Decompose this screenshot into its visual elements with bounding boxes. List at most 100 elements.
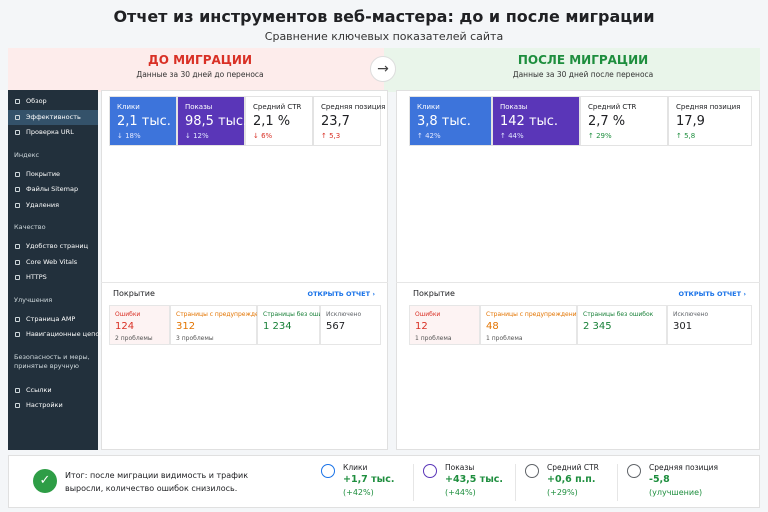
coverage-value: 124 <box>115 321 135 332</box>
metric-label: Средняя позиция <box>676 103 741 111</box>
panel <box>396 90 760 450</box>
subtitle: Сравнение ключевых показателей сайта <box>264 30 504 43</box>
metric-card: Средний CTR 2,1 % ↓ 6% <box>245 96 313 146</box>
sidebar-icon <box>15 387 20 393</box>
sidebar-section: Индекс <box>14 150 40 159</box>
summary-icon <box>627 464 641 478</box>
metric-card: Средняя позиция 23,7 ↑ 5,3 <box>313 96 385 146</box>
sidebar-icon <box>15 187 20 192</box>
sidebar: Обзор Эффективность Проверка URL Индекс Покр… <box>8 90 111 450</box>
coverage-link[interactable]: ОТКРЫТЬ ОТЧЕТ › <box>307 290 375 298</box>
coverage-label: Страницы без ошибок <box>583 311 654 318</box>
metric-label: Показы <box>500 103 528 111</box>
metric-label: Клики <box>117 103 140 111</box>
separator <box>617 464 618 501</box>
metric-label: Средний CTR <box>253 103 302 111</box>
sidebar-item: HTTPS <box>26 273 47 281</box>
sidebar-section: Качество <box>14 223 46 231</box>
coverage-label: Страницы с предупреждениями <box>486 311 589 318</box>
metric-change: ↑ 42% <box>417 132 441 140</box>
coverage-cell: Ошибки 12 1 проблема <box>409 305 480 345</box>
summary-text: Итог: после миграции видимость и трафик … <box>65 471 249 493</box>
coverage-label: Исключено <box>326 311 362 318</box>
divider <box>396 282 760 283</box>
divider <box>101 282 388 283</box>
separator <box>413 464 414 501</box>
metric-value: 2,1 тыс. <box>117 114 171 129</box>
metric-change: ↑ 5,3 <box>321 132 341 140</box>
summary-change: (улучшение) <box>649 488 703 497</box>
metric-value: 17,9 <box>676 114 705 129</box>
summary-change: (+42%) <box>343 488 374 497</box>
metric-card: Показы 98,5 тыс. ↓ 12% <box>177 96 247 146</box>
sidebar-item: Core Web Vitals <box>26 257 78 266</box>
coverage-label: Ошибки <box>115 311 141 318</box>
metric-change: ↓ 6% <box>253 132 273 140</box>
coverage-value: 312 <box>176 321 196 332</box>
sidebar-icon <box>15 202 20 208</box>
metric-label: Показы <box>185 103 213 111</box>
coverage-value: 48 <box>486 321 499 332</box>
coverage-cell: Страницы с предупреждениями 48 1 проблема <box>480 305 589 345</box>
sidebar-item: Файлы Sitemap <box>26 185 79 193</box>
metric-card: Клики 3,8 тыс. ↑ 42% <box>409 96 492 146</box>
summary-value: +1,7 тыс. <box>343 474 395 485</box>
summary-label: Клики <box>343 463 368 472</box>
metric-card: Клики 2,1 тыс. ↓ 18% <box>109 96 177 146</box>
sidebar-icon <box>15 244 20 249</box>
sidebar-item: Покрытие <box>26 169 61 178</box>
coverage-value: 301 <box>673 321 693 332</box>
sidebar-icon <box>15 332 20 337</box>
metric-value: 2,7 % <box>588 114 626 129</box>
banner-before <box>8 48 384 92</box>
sidebar-item: Удобство страниц <box>26 242 89 250</box>
sidebar-section: Улучшения <box>14 295 53 304</box>
sidebar-icon <box>15 130 20 135</box>
summary-label: Показы <box>445 463 475 472</box>
coverage-value: 567 <box>326 321 346 332</box>
coverage-cell: Страницы без ошибок 2 345 <box>577 305 667 345</box>
metric-change: ↓ 18% <box>117 132 141 140</box>
sidebar-item: Обзор <box>26 97 47 105</box>
sidebar-item: Настройки <box>26 401 63 409</box>
heading-note: Данные за 30 дней после переноса <box>512 70 654 79</box>
summary-icon <box>423 464 437 478</box>
heading: ДО МИГРАЦИИ <box>148 53 252 67</box>
summary-label: Средний CTR <box>547 463 599 472</box>
metric-change: ↑ 5,8 <box>676 132 696 140</box>
sidebar-item: Страница AMP <box>26 314 76 323</box>
coverage-label: Страницы без ошибок <box>263 311 334 318</box>
metric-change: ↑ 29% <box>588 132 612 140</box>
coverage-cell: Исключено 301 <box>667 305 752 345</box>
coverage-title: Покрытие <box>413 289 455 298</box>
metric-change: ↓ 12% <box>185 132 209 140</box>
summary-icon <box>525 464 539 478</box>
summary-change: (+44%) <box>445 488 476 497</box>
sidebar-active <box>8 109 98 125</box>
sidebar-icon <box>15 259 20 265</box>
summary-change: (+29%) <box>547 488 578 497</box>
sidebar-icon <box>15 99 20 104</box>
panel <box>101 90 388 450</box>
banner-after <box>384 48 760 92</box>
summary-label: Средняя позиция <box>649 463 718 472</box>
sidebar-icon <box>15 316 20 322</box>
coverage-cell: Страницы с предупреждениями 312 3 проблемы <box>170 305 279 345</box>
metric-value: 142 тыс. <box>500 114 559 129</box>
check-icon: ✓ <box>33 469 57 493</box>
metric-value: 3,8 тыс. <box>417 114 471 129</box>
sidebar-item: Проверка URL <box>26 128 74 136</box>
coverage-value: 2 345 <box>583 321 612 332</box>
separator <box>515 464 516 501</box>
metric-label: Средняя позиция <box>321 103 386 111</box>
metric-card: Показы 142 тыс. ↑ 44% <box>492 96 580 146</box>
summary-icon <box>321 464 335 478</box>
coverage-note: 3 проблемы <box>176 335 214 342</box>
coverage-cell: Ошибки 124 2 проблемы <box>109 305 170 345</box>
metric-label: Клики <box>417 103 440 111</box>
sidebar-icon <box>15 275 20 280</box>
coverage-link[interactable]: ОТКРЫТЬ ОТЧЕТ › <box>678 290 746 298</box>
summary: ✓ Итог: после миграции видимость и трафик… <box>8 455 760 508</box>
coverage-label: Исключено <box>673 311 709 318</box>
